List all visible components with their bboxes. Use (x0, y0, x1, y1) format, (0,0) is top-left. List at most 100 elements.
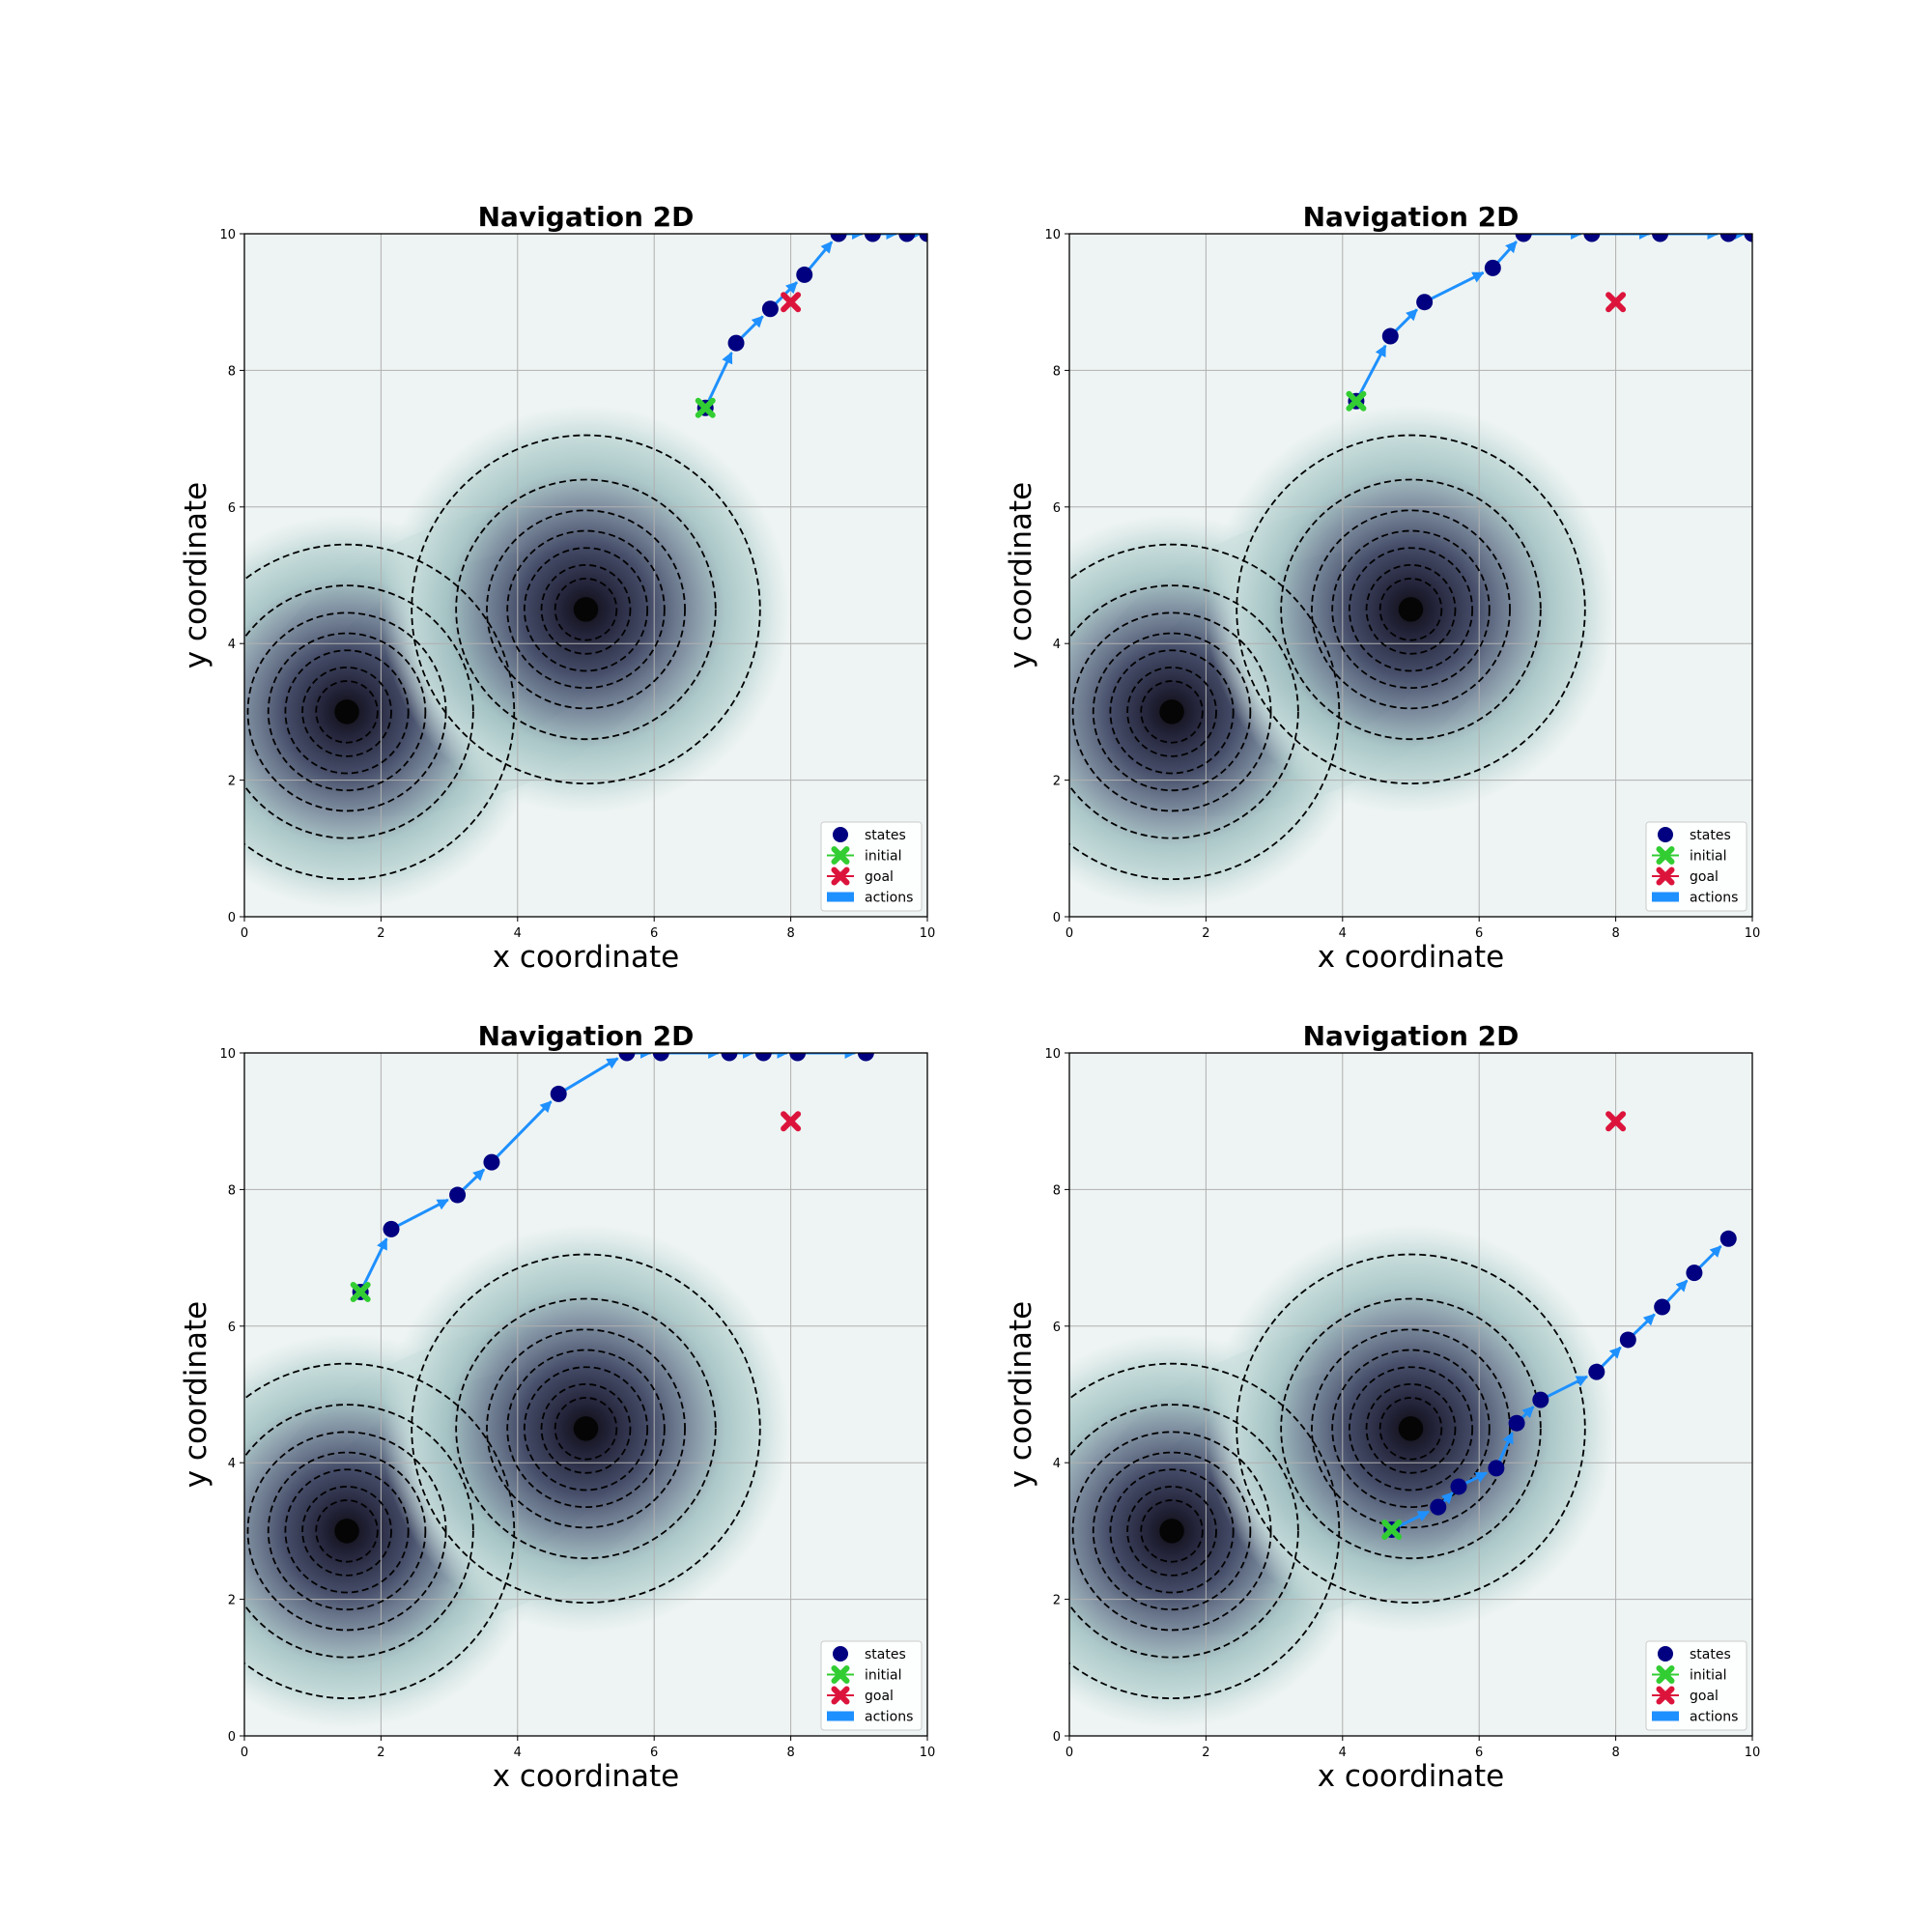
state-point (1381, 327, 1399, 345)
y-axis-label: y coordinate (1004, 482, 1038, 669)
action-arrow (557, 1057, 619, 1095)
legend-label: goal (1690, 1689, 1719, 1704)
contour-line (1069, 1362, 1341, 1699)
legend-actions-symbol (827, 1711, 854, 1721)
state-point (857, 1053, 874, 1062)
state-point (1484, 259, 1501, 276)
obstacle-center (573, 1416, 599, 1441)
contour-line (284, 1468, 410, 1594)
y-tick-label: 8 (1053, 364, 1061, 379)
contour-line (1348, 547, 1474, 672)
contour-line (1378, 578, 1443, 641)
legend-goal-symbol (1656, 867, 1675, 886)
y-tick-label: 0 (228, 911, 236, 925)
y-tick-label: 6 (1053, 501, 1061, 516)
y-axis-label: y coordinate (179, 1301, 213, 1489)
action-arrow (1540, 1375, 1589, 1402)
legend-box (820, 821, 923, 912)
initial-marker (350, 1281, 371, 1302)
x-axis-label: x coordinate (1318, 1759, 1505, 1794)
action-arrow (390, 1198, 449, 1231)
state-point (796, 266, 813, 283)
chart-title: Navigation 2D (1303, 201, 1520, 233)
contour-line (554, 1397, 618, 1461)
legend-box (820, 1640, 923, 1731)
contour-line (1069, 584, 1299, 839)
state-point (1619, 1331, 1636, 1349)
contour-line (244, 543, 516, 880)
x-axis-label: x coordinate (493, 940, 680, 975)
state-point (483, 1153, 500, 1171)
action-arrow (358, 1237, 388, 1293)
goal-marker (781, 292, 802, 313)
contour-line (554, 578, 618, 641)
x-tick-label: 8 (1611, 926, 1619, 941)
legend-label: goal (865, 1689, 894, 1704)
state-point (652, 1053, 669, 1062)
contour-line (1126, 667, 1217, 757)
y-tick-label: 8 (228, 364, 236, 379)
x-tick-label: 10 (1745, 926, 1761, 941)
legend: states initial goal actions (820, 821, 923, 912)
plot-area (1069, 234, 1752, 917)
x-tick-label: 0 (241, 926, 248, 941)
y-tick-label: 10 (219, 228, 236, 242)
initial-marker (1381, 1519, 1403, 1540)
action-arrow (1423, 270, 1485, 304)
contour-line (506, 1349, 666, 1509)
legend-actions-symbol (827, 892, 854, 902)
x-tick-label: 6 (1475, 1746, 1483, 1760)
obstacle-center (334, 699, 359, 724)
x-tick-label: 6 (1475, 926, 1483, 941)
action-arrow (1354, 344, 1387, 402)
initial-marker (1346, 390, 1367, 412)
contour-line (1331, 1349, 1491, 1509)
state-point (864, 234, 881, 242)
plot-frame (243, 1052, 928, 1737)
obstacle-center (1159, 699, 1184, 724)
contour-line (244, 1404, 474, 1659)
state-point (761, 300, 779, 318)
legend-label: states (1690, 1647, 1731, 1662)
x-tick-label: 10 (1745, 1746, 1761, 1760)
state-point (721, 1053, 738, 1062)
chart-panel-3: 0 2 4 6 8 10 0 2 4 6 8 10 Navigation 2D x coordinate y… (179, 1020, 936, 1794)
contour-line (315, 1499, 379, 1563)
contour-line (267, 1451, 427, 1611)
state-point (1686, 1264, 1703, 1282)
contour-line (540, 1382, 632, 1474)
legend: states initial goal actions (1645, 1640, 1747, 1731)
legend-goal-symbol (831, 1686, 850, 1705)
legend-initial-symbol (831, 1665, 850, 1684)
y-axis-label: y coordinate (179, 482, 213, 669)
state-point (830, 234, 847, 242)
state-point (727, 334, 745, 352)
x-tick-label: 10 (920, 1746, 936, 1760)
contour-line (244, 1362, 516, 1699)
contour-line (1280, 1297, 1542, 1560)
legend-label: actions (1690, 891, 1738, 906)
contour-line (1126, 1486, 1217, 1577)
y-tick-label: 10 (1044, 228, 1061, 242)
legend-actions-symbol (1652, 892, 1679, 902)
y-tick-label: 6 (228, 501, 236, 516)
contour-line (1348, 1366, 1474, 1492)
obstacle-center (1398, 1416, 1424, 1441)
legend-label: states (865, 828, 906, 843)
contour-line (1109, 1468, 1235, 1594)
legend-label: initial (865, 849, 902, 865)
legend-label: initial (1690, 1668, 1727, 1684)
contour-line (486, 1328, 686, 1529)
x-tick-label: 4 (1339, 926, 1347, 941)
y-tick-label: 8 (228, 1183, 236, 1198)
state-point (898, 234, 916, 242)
y-tick-label: 10 (1044, 1047, 1061, 1062)
chart-title: Navigation 2D (478, 201, 695, 233)
state-point (1652, 234, 1669, 242)
state-point (550, 1085, 567, 1102)
y-tick-label: 2 (1053, 775, 1061, 789)
contour-line (1236, 1253, 1586, 1605)
chart-title: Navigation 2D (478, 1020, 695, 1052)
y-tick-label: 4 (228, 1457, 236, 1471)
